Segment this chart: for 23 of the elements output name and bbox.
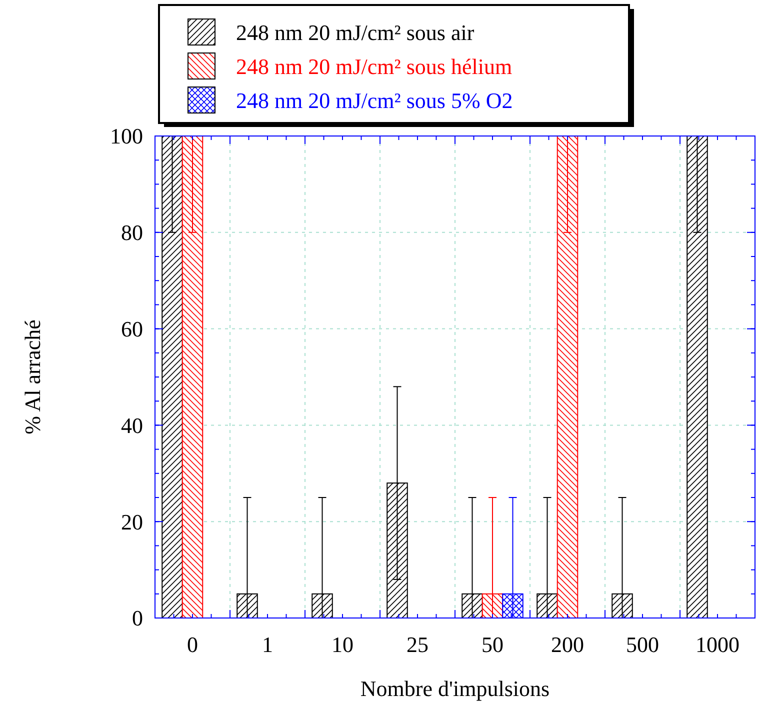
- y-tick-label: 80: [121, 220, 143, 246]
- x-tick-label: 1000: [696, 632, 740, 657]
- x-tick-label: 0: [187, 632, 198, 657]
- x-tick-label: 25: [406, 632, 428, 657]
- y-tick-label: 60: [121, 316, 143, 342]
- y-axis-title: % Al arraché: [20, 320, 45, 434]
- legend-label: 248 nm 20 mJ/cm² sous 5% O2: [236, 88, 513, 113]
- legend-label: 248 nm 20 mJ/cm² sous air: [236, 20, 475, 45]
- bar: [686, 136, 708, 618]
- legend-label: 248 nm 20 mJ/cm² sous hélium: [236, 54, 512, 79]
- bar: [556, 136, 578, 618]
- x-tick-label: 200: [551, 632, 584, 657]
- x-axis-title: Nombre d'impulsions: [360, 676, 550, 701]
- bar: [162, 136, 183, 618]
- x-tick-label: 500: [626, 632, 659, 657]
- y-tick-label: 100: [110, 124, 143, 149]
- y-tick-label: 0: [132, 606, 143, 631]
- x-tick-label: 1: [262, 632, 273, 657]
- x-tick-label: 10: [332, 632, 354, 657]
- x-tick-label: 50: [482, 632, 504, 657]
- bar: [182, 136, 204, 618]
- y-tick-label: 40: [121, 412, 143, 438]
- y-tick-label: 20: [121, 509, 143, 534]
